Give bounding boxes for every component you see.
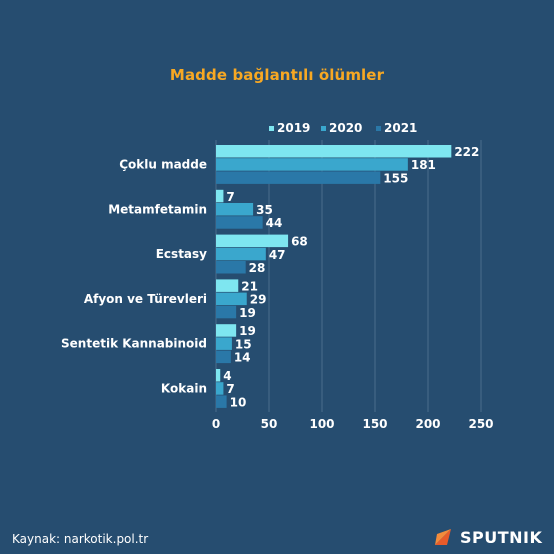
x-tick-label: 100 bbox=[309, 417, 334, 431]
bar bbox=[216, 247, 266, 261]
bar bbox=[216, 261, 246, 274]
category-label: Kokain bbox=[161, 381, 207, 395]
data-label: 21 bbox=[241, 279, 258, 293]
legend-label: 2020 bbox=[329, 121, 362, 135]
bar bbox=[216, 203, 254, 216]
data-label: 10 bbox=[230, 395, 247, 409]
legend: 2019 2020 2021 bbox=[269, 121, 417, 135]
data-label: 4 bbox=[223, 369, 231, 383]
legend-label: 2019 bbox=[277, 121, 310, 135]
bar bbox=[216, 234, 289, 248]
x-tick-label: 150 bbox=[362, 417, 387, 431]
bar bbox=[216, 337, 232, 350]
data-label: 28 bbox=[249, 261, 266, 275]
data-label: 19 bbox=[239, 306, 256, 320]
legend-label: 2021 bbox=[384, 121, 417, 135]
bar bbox=[216, 292, 247, 306]
bar bbox=[216, 324, 237, 337]
data-label: 7 bbox=[226, 190, 234, 204]
bar bbox=[216, 145, 452, 158]
brand-logo: SPUTNIK bbox=[432, 524, 546, 550]
data-label: 35 bbox=[256, 203, 273, 217]
legend-swatch bbox=[321, 126, 326, 131]
data-label: 7 bbox=[226, 382, 234, 396]
bar bbox=[216, 382, 224, 395]
category-label: Metamfetamin bbox=[108, 202, 207, 216]
category-label: Çoklu madde bbox=[119, 157, 207, 171]
bar bbox=[216, 369, 221, 382]
bar bbox=[216, 189, 224, 203]
bar bbox=[216, 171, 381, 184]
bar bbox=[216, 216, 263, 229]
x-axis-ticks: 0 50 100 150 200 250 bbox=[212, 417, 494, 431]
bar bbox=[216, 279, 239, 292]
legend-swatch bbox=[269, 126, 274, 131]
x-tick-label: 200 bbox=[415, 417, 440, 431]
data-label: 222 bbox=[454, 145, 479, 159]
category-label: Afyon ve Türevleri bbox=[84, 292, 207, 306]
data-label: 68 bbox=[291, 235, 308, 249]
chart-title: Madde bağlantılı ölümler bbox=[169, 66, 385, 84]
data-label: 155 bbox=[383, 171, 408, 185]
brand-name: SPUTNIK bbox=[460, 527, 543, 547]
grid-lines bbox=[215, 140, 482, 412]
legend-swatch bbox=[376, 126, 381, 131]
category-labels: Çoklu madde Metamfetamin Ecstasy Afyon ve T… bbox=[61, 157, 207, 395]
bar bbox=[216, 395, 227, 408]
data-label: 15 bbox=[235, 337, 252, 351]
x-tick-label: 250 bbox=[468, 417, 493, 431]
data-label: 14 bbox=[234, 351, 251, 365]
source-note: Kaynak: narkotik.pol.tr bbox=[12, 532, 149, 546]
data-label: 44 bbox=[266, 216, 283, 230]
category-label: Sentetik Kannabinoid bbox=[61, 337, 207, 351]
data-label: 181 bbox=[411, 158, 436, 172]
bar bbox=[216, 350, 231, 364]
x-tick-label: 50 bbox=[261, 417, 278, 431]
data-label: 19 bbox=[239, 324, 256, 338]
sputnik-logo-icon bbox=[435, 529, 451, 545]
data-label: 47 bbox=[269, 248, 286, 262]
x-tick-label: 0 bbox=[212, 417, 220, 431]
bar bbox=[216, 305, 237, 319]
category-label: Ecstasy bbox=[156, 247, 207, 261]
bar bbox=[216, 158, 408, 171]
data-label: 29 bbox=[250, 293, 267, 307]
